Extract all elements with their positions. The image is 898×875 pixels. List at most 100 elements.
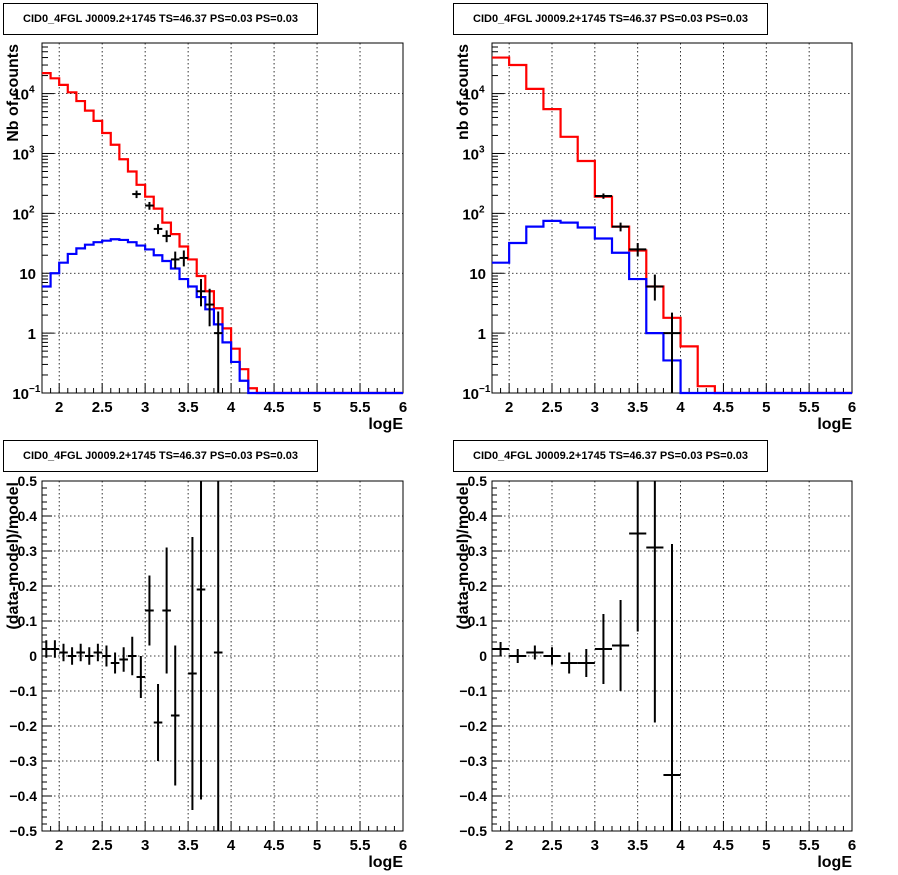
y-axis-label: Nb of counts: [5, 44, 22, 142]
y-tick-label: 0.2: [468, 578, 488, 594]
y-tick-label: 0: [479, 648, 487, 664]
y-tick-label: 0.3: [468, 543, 488, 559]
residual-point: [127, 636, 137, 676]
residual-point: [136, 656, 146, 698]
residual-point: [543, 647, 561, 665]
y-tick-exponent: 2: [29, 204, 35, 215]
data-point: [594, 193, 612, 199]
y-tick-label: 10: [462, 146, 479, 163]
x-tick-label: 2: [505, 837, 513, 854]
data-point: [663, 312, 681, 393]
x-tick-label: 2: [55, 837, 63, 854]
y-axis-label: (data-model)/model: [455, 482, 472, 630]
residual-point: [560, 652, 578, 674]
y-tick-label: 1: [28, 326, 36, 343]
x-tick-label: 5: [762, 837, 770, 854]
x-tick-label: 4.5: [713, 399, 734, 416]
grid: [42, 480, 404, 832]
residual-point: [67, 647, 77, 665]
data-point: [205, 288, 214, 327]
y-tick-label: 1: [478, 326, 486, 343]
y-tick-exponent: 3: [29, 144, 35, 155]
x-tick-label: 2: [505, 399, 513, 416]
histogram-series-2: [42, 238, 403, 395]
residual-point: [76, 643, 85, 662]
residual-point: [492, 642, 510, 656]
residual-point: [42, 640, 51, 658]
residual-point: [145, 575, 154, 646]
y-axis-label: nb of counts: [455, 44, 472, 140]
x-tick-label: 2.5: [542, 837, 563, 854]
data-point: [170, 251, 180, 269]
x-tick-label: 2: [55, 399, 63, 416]
residual-point: [50, 640, 60, 658]
y-tick-label: 0.1: [18, 613, 38, 629]
x-tick-label: 4: [676, 837, 685, 854]
y-tick-label: 10: [19, 266, 36, 283]
y-tick-label: 0.3: [18, 543, 38, 559]
data-point: [145, 201, 154, 210]
panel-3: 2 2.5 3 3.5 4 4.5 5 5.5 6 −0.5 −0.4 −0.3 −0.2 −0.1 0 0.…: [5, 473, 407, 871]
panel-title-1: CID0_4FGL J0009.2+1745 TS=46.37 PS=0.03 …: [3, 3, 318, 35]
y-tick-label: 0.4: [18, 508, 38, 524]
y-tick-label: −0.5: [459, 823, 487, 839]
y-tick-exponent: 4: [29, 85, 35, 96]
y-tick-label: 0.2: [18, 578, 38, 594]
residual-point: [170, 645, 180, 786]
y-tick-label: 10: [12, 386, 29, 403]
data-point: [196, 279, 206, 307]
x-tick-label: 6: [399, 837, 407, 854]
x-tick-label: 3.5: [627, 399, 648, 416]
data-point: [132, 190, 141, 199]
y-tick-label: 0.4: [468, 508, 488, 524]
x-axis-label: logE: [368, 854, 403, 871]
y-tick-label: −0.3: [459, 753, 487, 769]
residual-point: [526, 645, 544, 660]
x-tick-label: 2.5: [92, 837, 113, 854]
x-tick-label: 2.5: [542, 399, 563, 416]
x-tick-label: 5: [313, 837, 321, 854]
y-tick-label: −0.3: [9, 753, 37, 769]
residual-point: [629, 481, 647, 632]
residual-point: [102, 645, 111, 667]
data-point: [213, 311, 223, 393]
residual-point: [110, 652, 120, 674]
x-axis-label: logE: [817, 854, 852, 871]
x-tick-label: 5.5: [350, 837, 371, 854]
x-tick-label: 3: [141, 837, 149, 854]
x-tick-label: 3.5: [178, 837, 199, 854]
panel-title-3: CID0_4FGL J0009.2+1745 TS=46.37 PS=0.03 …: [3, 440, 318, 472]
residual-point: [612, 600, 630, 691]
x-tick-label: 2.5: [92, 399, 113, 416]
residual-point: [119, 647, 128, 672]
y-tick-label: 0.1: [468, 613, 488, 629]
y-axis-label: (data-model)/model: [5, 482, 22, 630]
y-tick-exponent: 4: [479, 85, 485, 96]
data-point: [162, 230, 171, 243]
y-tick-label: −0.4: [459, 788, 487, 804]
y-tick-label: 10: [12, 146, 29, 163]
y-tick-label: 10: [462, 386, 479, 403]
data-point: [646, 274, 664, 301]
y-tick-exponent: 2: [479, 204, 485, 215]
histogram-series-2: [492, 219, 852, 395]
x-tick-label: 6: [848, 399, 856, 416]
residual-point: [646, 481, 664, 723]
x-tick-label: 4: [676, 399, 685, 416]
x-tick-label: 5: [313, 399, 321, 416]
x-tick-label: 4.5: [264, 399, 285, 416]
x-axis-label: logE: [817, 416, 852, 433]
x-tick-label: 3.5: [627, 837, 648, 854]
data-point: [153, 224, 163, 235]
y-tick-exponent: −1: [29, 384, 41, 395]
x-tick-label: 5.5: [799, 837, 820, 854]
residual-point: [84, 647, 94, 665]
residual-point: [577, 649, 595, 677]
y-tick-label: −0.1: [459, 683, 487, 699]
y-tick-label: −0.2: [459, 718, 487, 734]
x-tick-label: 3.5: [178, 399, 199, 416]
residual-point: [509, 649, 527, 663]
y-tick-label: −0.2: [9, 718, 37, 734]
